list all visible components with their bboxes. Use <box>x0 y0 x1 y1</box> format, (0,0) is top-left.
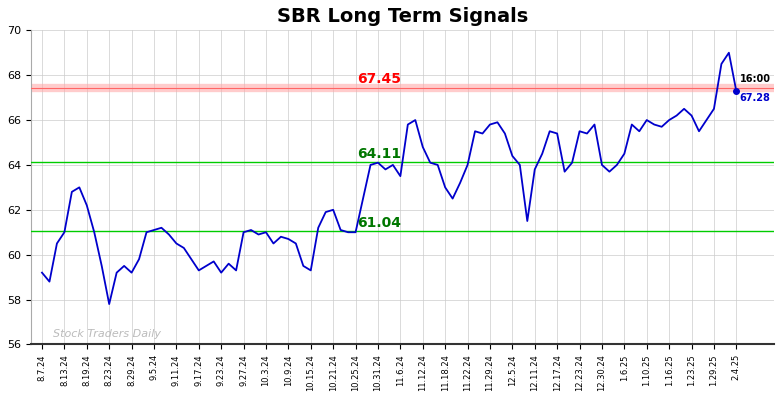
Text: Stock Traders Daily: Stock Traders Daily <box>53 329 162 339</box>
Text: 67.45: 67.45 <box>357 72 401 86</box>
Text: 67.28: 67.28 <box>740 93 771 103</box>
Text: 61.04: 61.04 <box>357 216 401 230</box>
Text: 16:00: 16:00 <box>740 74 771 84</box>
Title: SBR Long Term Signals: SBR Long Term Signals <box>277 7 528 26</box>
Text: 64.11: 64.11 <box>357 147 401 161</box>
